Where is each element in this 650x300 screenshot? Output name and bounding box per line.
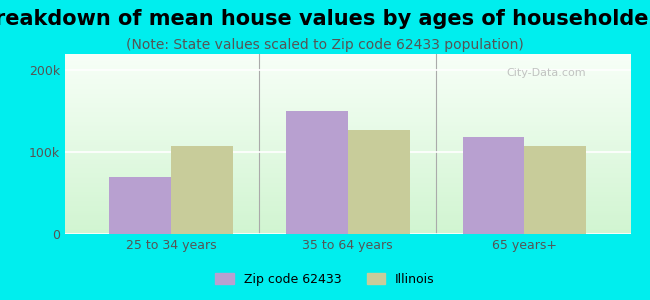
Bar bbox=[463, 137, 525, 234]
Bar bbox=[348, 130, 410, 234]
Text: Breakdown of mean house values by ages of householders: Breakdown of mean house values by ages o… bbox=[0, 9, 650, 29]
Text: City-Data.com: City-Data.com bbox=[506, 68, 586, 78]
Text: (Note: State values scaled to Zip code 62433 population): (Note: State values scaled to Zip code 6… bbox=[126, 38, 524, 52]
Bar bbox=[525, 146, 586, 234]
Bar bbox=[109, 177, 171, 234]
Bar bbox=[171, 146, 233, 234]
Legend: Zip code 62433, Illinois: Zip code 62433, Illinois bbox=[210, 268, 440, 291]
Bar bbox=[286, 111, 348, 234]
